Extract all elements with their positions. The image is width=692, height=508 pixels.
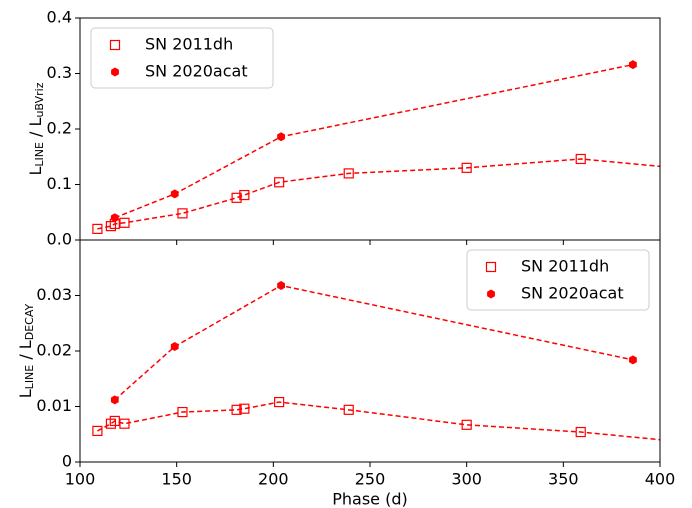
series-line bbox=[114, 284, 634, 401]
y-tick-label: 0.0 bbox=[47, 230, 72, 249]
legend-label: SN 2020acat bbox=[145, 62, 248, 81]
marker bbox=[170, 189, 179, 199]
legend-box bbox=[466, 249, 650, 311]
marker bbox=[629, 355, 637, 365]
plot-area bbox=[92, 281, 660, 441]
marker bbox=[343, 168, 354, 179]
marker bbox=[575, 426, 586, 438]
y-label-part: DECAY bbox=[23, 303, 36, 340]
marker bbox=[231, 192, 242, 203]
marker bbox=[274, 177, 285, 188]
x-axis-label: Phase (d) bbox=[332, 490, 408, 508]
x-tick-label: 200 bbox=[258, 470, 289, 489]
y-label-part: LINE bbox=[23, 365, 36, 390]
marker bbox=[231, 404, 242, 415]
y-axis-label: LLINE / LuBVriz bbox=[26, 82, 47, 175]
y-tick-label: 0.02 bbox=[36, 341, 72, 360]
marker bbox=[277, 132, 285, 142]
x-tick-label: 100 bbox=[65, 470, 96, 489]
marker bbox=[461, 419, 472, 430]
marker bbox=[92, 223, 103, 234]
x-tick-label: 300 bbox=[451, 470, 482, 489]
marker bbox=[111, 67, 119, 77]
y-tick-label: 0.01 bbox=[36, 396, 72, 415]
marker bbox=[485, 261, 497, 273]
series-line bbox=[97, 401, 660, 441]
axes-frame bbox=[79, 239, 661, 463]
y-label-part: uBVriz bbox=[33, 82, 46, 117]
marker bbox=[274, 396, 285, 408]
marker bbox=[239, 189, 250, 201]
marker bbox=[177, 406, 188, 418]
marker bbox=[105, 418, 117, 429]
legend-box bbox=[90, 27, 274, 89]
y-tick-label: 0.2 bbox=[47, 119, 72, 138]
marker bbox=[487, 289, 495, 299]
series-line bbox=[97, 158, 660, 230]
y-label-part: L bbox=[16, 389, 35, 398]
y-tick-label: 0.1 bbox=[47, 174, 72, 193]
marker bbox=[239, 403, 250, 414]
y-label-part: / L bbox=[16, 340, 35, 365]
series-line bbox=[114, 63, 634, 219]
y-tick-label: 0.3 bbox=[47, 63, 72, 82]
y-tick-label: 0.4 bbox=[47, 8, 72, 27]
marker bbox=[629, 60, 637, 70]
marker bbox=[110, 395, 119, 405]
marker bbox=[177, 208, 188, 219]
marker bbox=[170, 342, 179, 352]
y-axis-label: LLINE / LDECAY bbox=[16, 303, 37, 398]
x-tick-label: 400 bbox=[645, 470, 676, 489]
x-tick-label: 150 bbox=[161, 470, 192, 489]
y-tick-label: 0.03 bbox=[36, 285, 72, 304]
marker bbox=[109, 39, 121, 51]
y-label-part: L bbox=[26, 167, 45, 176]
legend-label: SN 2011dh bbox=[521, 257, 609, 276]
marker bbox=[92, 425, 103, 437]
marker bbox=[119, 217, 130, 228]
marker bbox=[277, 281, 285, 291]
legend-label: SN 2011dh bbox=[145, 35, 233, 54]
marker bbox=[105, 221, 117, 232]
marker bbox=[343, 404, 354, 415]
marker bbox=[575, 153, 586, 165]
marker bbox=[109, 415, 120, 427]
y-tick-label: 0 bbox=[62, 452, 72, 471]
plot-area bbox=[92, 60, 660, 234]
y-label-part: LINE bbox=[33, 142, 46, 167]
marker bbox=[461, 162, 472, 173]
y-label-part: / L bbox=[26, 117, 45, 142]
legend-label: SN 2020acat bbox=[521, 284, 624, 303]
marker bbox=[110, 213, 119, 223]
x-tick-label: 350 bbox=[548, 470, 579, 489]
x-tick-label: 250 bbox=[355, 470, 386, 489]
marker bbox=[119, 418, 130, 429]
